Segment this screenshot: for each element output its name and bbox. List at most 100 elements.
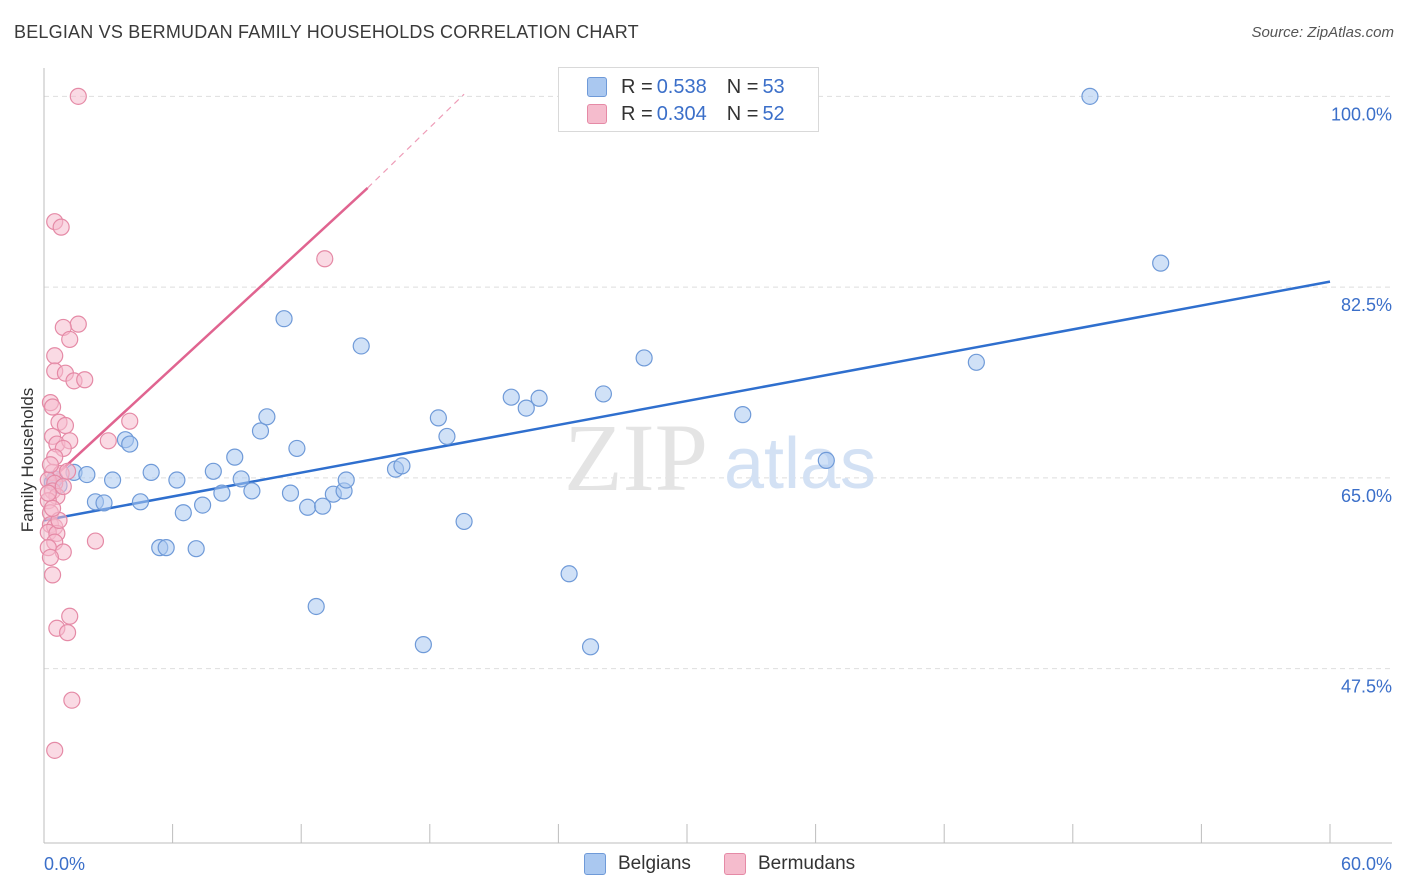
y-tick-label: 65.0% — [1341, 486, 1392, 506]
belgian-point — [1152, 254, 1170, 272]
belgian-point — [560, 565, 578, 583]
bottom-legend-belgians: Belgians — [584, 852, 691, 876]
chart-title: BELGIAN VS BERMUDAN FAMILY HOUSEHOLDS CO… — [14, 22, 639, 42]
bermudan-point — [69, 87, 87, 105]
belgian-point — [142, 463, 160, 481]
belgian-point — [121, 435, 139, 453]
legend-row-belgians: R = 0.538 N = 53 — [587, 75, 785, 99]
axes — [43, 68, 1392, 844]
legend-row-bermudans: R = 0.304 N = 52 — [587, 102, 785, 126]
bermudan-point — [316, 250, 334, 268]
bermudan-point — [99, 432, 117, 450]
belgian-point — [817, 451, 835, 470]
watermark-atlas: atlas — [724, 424, 876, 504]
belgian-point — [438, 427, 456, 446]
bermudan-trend-line — [47, 186, 369, 484]
data-points — [39, 87, 1170, 759]
belgian-point — [581, 638, 600, 656]
belgian-point — [213, 484, 231, 502]
bermudan-point — [52, 218, 70, 236]
chart-source: Source: ZipAtlas.com — [1251, 24, 1394, 41]
legend-n-label: N = — [726, 75, 759, 98]
bermudan-point — [41, 456, 60, 474]
bermudan-point — [86, 532, 105, 550]
belgian-point — [337, 471, 355, 489]
belgian-point — [299, 498, 317, 516]
bermudan-point — [46, 741, 64, 759]
legend-swatch-belgians — [587, 77, 607, 97]
belgian-point — [594, 385, 613, 403]
legend-swatch-bermudans — [587, 104, 607, 124]
belgian-point — [187, 540, 205, 558]
bermudan-point — [41, 548, 60, 567]
bermudan-point — [76, 371, 94, 389]
belgian-point — [78, 465, 96, 484]
belgian-point — [502, 388, 520, 406]
y-tick-label: 82.5% — [1341, 295, 1392, 315]
bermudan-point — [43, 566, 62, 584]
bermudan-point — [61, 330, 79, 349]
legend-r-value-belgians: 0.538 — [656, 75, 707, 98]
belgian-point — [232, 470, 250, 488]
legend-r-label: R = — [621, 102, 653, 125]
belgian-point — [288, 439, 306, 458]
watermark: ZIP atlas — [564, 404, 876, 511]
belgian-point — [251, 422, 270, 440]
bermudan-point — [46, 347, 64, 365]
belgian-point — [967, 353, 985, 371]
belgian-point — [131, 493, 150, 511]
legend-r-label: R = — [621, 75, 653, 98]
belgian-point — [307, 597, 325, 616]
x-tick-label-max: 60.0% — [1341, 854, 1392, 874]
bottom-legend-swatch-belgians — [584, 853, 606, 875]
bermudan-point — [58, 624, 77, 642]
belgian-point — [281, 484, 300, 502]
y-axis-label: Family Households — [18, 387, 37, 533]
bermudan-point — [69, 315, 87, 333]
bermudan-trend-extension — [367, 93, 465, 189]
x-tick-labels: 0.0% 60.0% — [44, 854, 1392, 874]
belgian-point — [530, 389, 548, 407]
bermudan-point — [121, 412, 139, 430]
bermudan-point — [63, 691, 81, 709]
watermark-zip: ZIP — [564, 404, 708, 511]
bottom-legend-bermudans: Bermudans — [724, 852, 855, 876]
belgian-point — [174, 504, 192, 522]
y-tick-labels: 47.5% 65.0% 82.5% 100.0% — [1331, 104, 1392, 696]
trend-lines — [43, 93, 1331, 522]
belgian-point — [352, 337, 370, 355]
belgian-point — [1081, 87, 1099, 105]
legend-r-value-bermudans: 0.304 — [656, 102, 707, 125]
bermudan-point — [54, 477, 72, 496]
y-tick-label: 100.0% — [1331, 104, 1392, 124]
bermudan-point — [39, 484, 57, 502]
x-tick-label-min: 0.0% — [44, 854, 85, 874]
bottom-legend-swatch-bermudans — [724, 853, 746, 875]
belgian-point — [157, 539, 175, 557]
legend-n-label: N = — [726, 102, 759, 125]
belgian-point — [393, 457, 411, 475]
legend-n-value-bermudans: 52 — [762, 102, 785, 125]
belgian-point — [243, 482, 261, 500]
bottom-legend-label-belgians: Belgians — [618, 853, 691, 874]
belgian-point — [414, 636, 432, 654]
belgian-point — [258, 408, 276, 426]
bermudan-point — [43, 499, 62, 517]
bermudan-point — [61, 607, 79, 625]
belgian-point — [734, 406, 752, 424]
belgian-point — [455, 512, 473, 531]
belgian-point — [429, 409, 447, 427]
bermudan-point — [58, 462, 77, 480]
belgian-point — [95, 494, 113, 512]
belgian-point — [226, 448, 244, 466]
bermudan-point — [56, 416, 75, 435]
belgian-point — [168, 471, 186, 489]
bermudan-point — [43, 398, 62, 416]
belgian-point — [204, 462, 222, 480]
gridlines — [44, 95, 1392, 670]
legend-n-value-belgians: 53 — [762, 75, 785, 98]
belgian-point — [314, 497, 332, 515]
correlation-legend: R = 0.538 N = 53 R = 0.304 N = 52 — [558, 67, 819, 132]
belgian-point — [635, 349, 653, 367]
